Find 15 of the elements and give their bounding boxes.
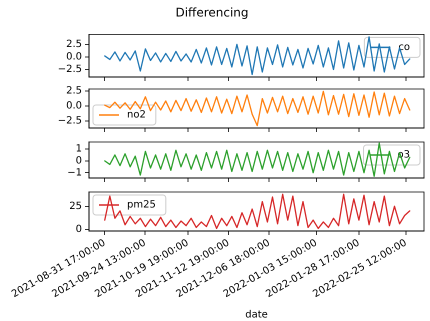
- y-tick-label: −2.5: [58, 115, 82, 126]
- y-tick-label: 0: [76, 155, 82, 166]
- y-tick-label: 25: [69, 200, 82, 212]
- y-tick-label: 1: [76, 144, 82, 155]
- y-tick-label: −1: [67, 167, 82, 178]
- legend-label: pm25: [127, 200, 156, 211]
- chart-title: Differencing: [175, 5, 249, 20]
- y-tick-label: 0.0: [66, 52, 82, 63]
- y-tick-label: 2.5: [66, 85, 82, 96]
- legend-label: no2: [127, 110, 146, 121]
- y-tick-label: −2.5: [58, 64, 82, 76]
- x-axis-title: date: [245, 310, 268, 321]
- y-tick-label: 2.5: [66, 39, 82, 50]
- y-tick-label: 0.0: [66, 100, 82, 112]
- y-tick-label: 0: [76, 224, 82, 235]
